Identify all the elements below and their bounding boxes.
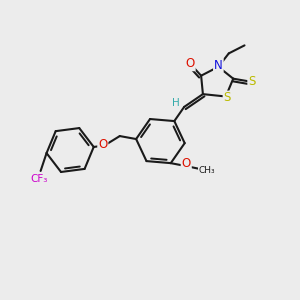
Text: N: N <box>214 59 223 72</box>
Text: O: O <box>185 57 195 70</box>
Text: S: S <box>248 75 256 88</box>
Text: H: H <box>172 98 180 108</box>
Text: CH₃: CH₃ <box>199 166 215 175</box>
Text: CF₃: CF₃ <box>30 174 48 184</box>
Text: S: S <box>224 92 231 104</box>
Text: O: O <box>182 157 191 169</box>
Text: O: O <box>98 138 107 151</box>
